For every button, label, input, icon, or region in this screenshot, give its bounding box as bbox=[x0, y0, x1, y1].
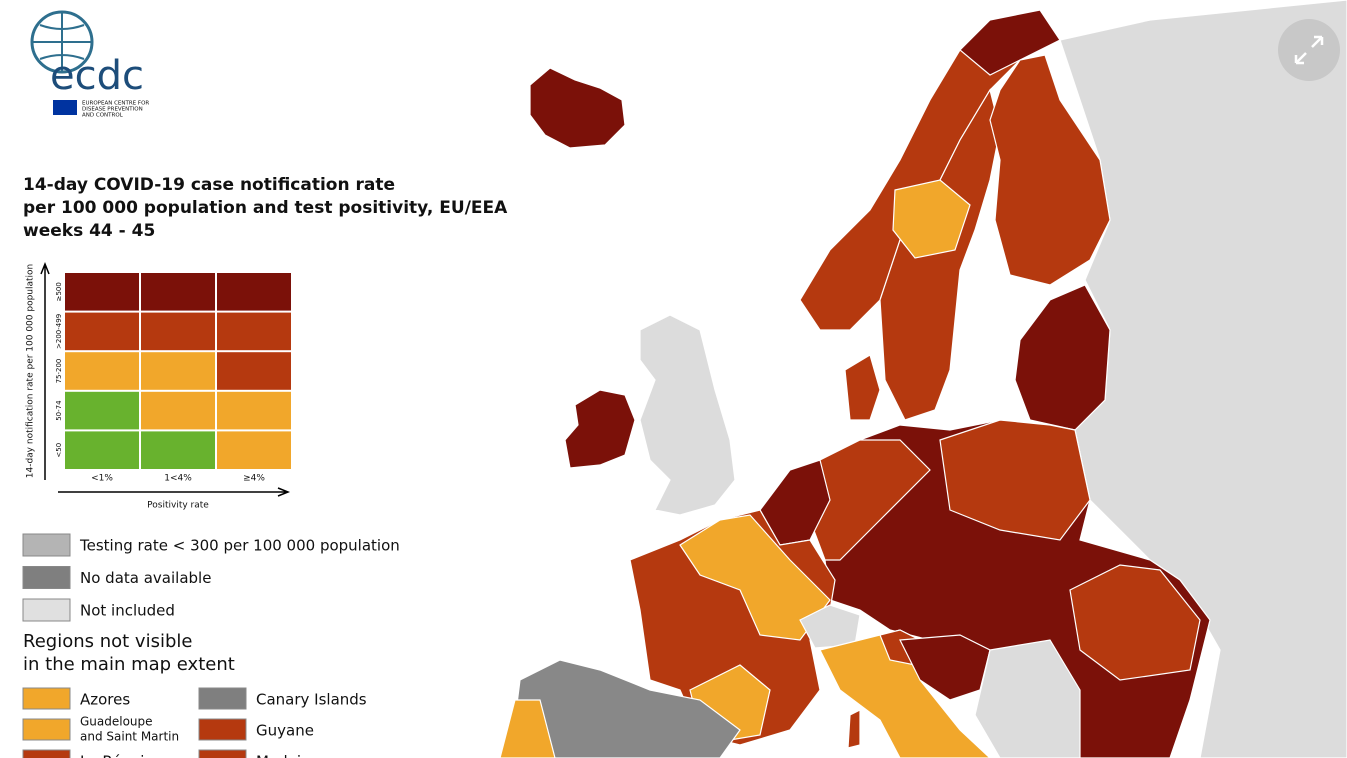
region-label: Madeira bbox=[256, 753, 316, 758]
region-label: Guyane bbox=[256, 722, 314, 740]
row-label: ≥500 bbox=[55, 282, 63, 301]
matrix-cell bbox=[217, 352, 291, 390]
logo-organization: DISEASE PREVENTION bbox=[82, 107, 143, 113]
ireland bbox=[564, 389, 636, 469]
column-label: 1<4% bbox=[164, 474, 192, 484]
column-label: <1% bbox=[91, 474, 113, 484]
eu-flag bbox=[53, 100, 77, 115]
column-label: ≥4% bbox=[243, 474, 265, 484]
row-label: 50-74 bbox=[55, 400, 63, 421]
region-label: Canary Islands bbox=[256, 691, 367, 709]
matrix-cell bbox=[217, 273, 291, 311]
matrix-cell bbox=[141, 431, 215, 469]
legend-label: Not included bbox=[80, 602, 175, 620]
region-label: La Réunion bbox=[80, 753, 163, 758]
region-swatch bbox=[198, 749, 247, 758]
logo-organization: AND CONTROL bbox=[82, 113, 124, 119]
x-axis-label: Positivity rate bbox=[147, 501, 209, 511]
logo-mark: ecdc bbox=[50, 53, 144, 99]
region-swatch bbox=[22, 687, 71, 710]
expand-button[interactable] bbox=[1278, 19, 1340, 81]
region-swatch bbox=[198, 687, 247, 710]
matrix-cell bbox=[65, 431, 139, 469]
legend-label: No data available bbox=[80, 569, 211, 587]
croatia bbox=[899, 634, 991, 701]
region-swatch bbox=[22, 749, 71, 758]
uk bbox=[639, 314, 736, 516]
map bbox=[499, 0, 1347, 758]
matrix-cell bbox=[141, 391, 215, 430]
row-label: >200-499 bbox=[55, 314, 63, 349]
iceland bbox=[529, 67, 626, 149]
denmark bbox=[844, 354, 881, 421]
expand-button-bg[interactable] bbox=[1278, 19, 1340, 81]
regions-heading: in the main map extent bbox=[23, 654, 235, 675]
legend-swatch bbox=[22, 533, 71, 557]
germany-west bbox=[809, 439, 931, 561]
legend-label: Testing rate < 300 per 100 000 populatio… bbox=[79, 537, 400, 555]
matrix-cell bbox=[65, 273, 139, 311]
russia-region bbox=[1059, 0, 1347, 758]
sweden-region bbox=[892, 179, 971, 259]
title: weeks 44 - 45 bbox=[23, 221, 155, 241]
expand-icon[interactable] bbox=[1294, 35, 1324, 65]
title: 14-day COVID-19 case notification rate bbox=[23, 175, 395, 195]
regions-heading: Regions not visible bbox=[23, 631, 192, 652]
corsica bbox=[847, 709, 861, 749]
x-axis-arrow bbox=[58, 487, 291, 497]
logo: ecdc bbox=[30, 10, 144, 115]
matrix-cell bbox=[65, 312, 139, 351]
switzerland bbox=[799, 604, 861, 649]
finland bbox=[989, 54, 1111, 286]
region-label: and Saint Martin bbox=[80, 730, 179, 744]
row-label: 75-200 bbox=[55, 359, 63, 384]
romania bbox=[1069, 564, 1201, 681]
baltics bbox=[1014, 284, 1111, 431]
matrix-cell bbox=[141, 352, 215, 390]
portugal bbox=[499, 699, 556, 758]
matrix-cell bbox=[65, 352, 139, 390]
logo-grid bbox=[32, 12, 92, 72]
matrix-cell bbox=[141, 312, 215, 351]
legend-swatch bbox=[22, 598, 71, 622]
matrix-cell bbox=[217, 391, 291, 430]
matrix-cell bbox=[217, 312, 291, 351]
y-axis-label: 14-day notification rate per 100 000 pop… bbox=[26, 264, 36, 479]
legend-swatch bbox=[22, 566, 71, 589]
matrix-cell bbox=[217, 431, 291, 469]
region-swatch bbox=[198, 718, 247, 741]
region-label: Azores bbox=[80, 691, 130, 709]
balkans bbox=[974, 639, 1081, 758]
matrix-cell bbox=[65, 391, 139, 430]
y-axis-arrow bbox=[40, 261, 50, 480]
norway-north bbox=[959, 9, 1061, 76]
title: per 100 000 population and test positivi… bbox=[23, 198, 508, 218]
region-swatch bbox=[22, 718, 71, 741]
logo-organization: EUROPEAN CENTRE FOR bbox=[82, 101, 149, 107]
region-label: Guadeloupe bbox=[80, 715, 153, 729]
poland bbox=[939, 419, 1091, 541]
matrix-cell bbox=[141, 273, 215, 311]
row-label: <50 bbox=[55, 443, 63, 458]
